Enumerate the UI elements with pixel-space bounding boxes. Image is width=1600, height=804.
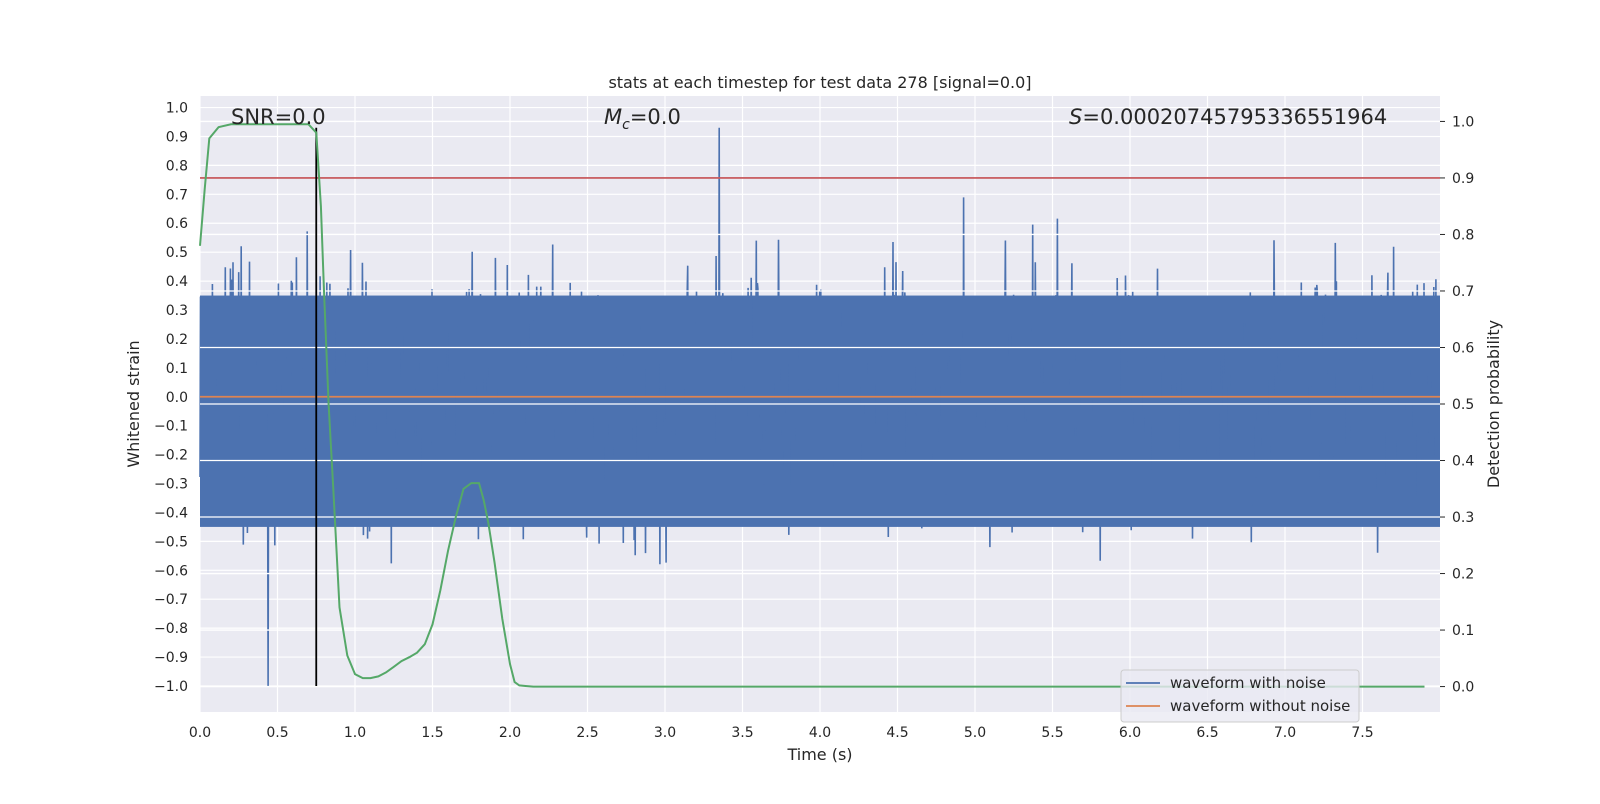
x-tick-label: 5.0 xyxy=(964,725,986,741)
x-tick-label: 6.5 xyxy=(1196,725,1218,741)
y-tick-label-right: 0.8 xyxy=(1452,227,1474,243)
y-tick-label-left: 0.5 xyxy=(166,245,188,261)
score-symbol: S xyxy=(1069,105,1082,129)
y-tick-label-left: 0.9 xyxy=(166,129,188,145)
y-tick-label-left: −1.0 xyxy=(154,679,188,695)
x-tick-label: 5.5 xyxy=(1041,725,1063,741)
y-tick-label-left: 0.3 xyxy=(166,303,188,319)
legend-box xyxy=(1120,669,1360,723)
y-tick-label-left: −0.5 xyxy=(154,534,188,550)
x-tick-label: 7.0 xyxy=(1274,725,1296,741)
y-tick-label-left: 1.0 xyxy=(166,101,188,117)
y-tick-label-right: 0.7 xyxy=(1452,284,1474,300)
y-tick-label-left: −0.6 xyxy=(154,563,188,579)
x-tick-label: 2.0 xyxy=(499,725,521,741)
x-tick-label: 2.5 xyxy=(576,725,598,741)
chirp-mass-value: =0.0 xyxy=(630,105,681,129)
x-tick-label: 4.5 xyxy=(886,725,908,741)
legend: waveform with noise waveform without noi… xyxy=(1120,669,1360,723)
score-value: =0.00020745795336551964 xyxy=(1082,105,1387,129)
y-tick-label-right: 0.6 xyxy=(1452,340,1474,356)
y-tick-label-left: −0.3 xyxy=(154,477,188,493)
x-tick-label: 6.0 xyxy=(1119,725,1141,741)
x-tick-label: 0.0 xyxy=(189,725,211,741)
overlays xyxy=(199,120,1440,688)
x-tick-label: 3.5 xyxy=(731,725,753,741)
series-waveform-with-noise xyxy=(199,127,1440,687)
x-tick-label: 3.0 xyxy=(654,725,676,741)
x-tick-label: 0.5 xyxy=(266,725,288,741)
y-tick-label-left: −0.8 xyxy=(154,621,188,637)
chirp-mass-subscript: c xyxy=(622,117,630,133)
chirp-mass-annotation: Mc=0.0 xyxy=(604,105,681,133)
chirp-mass-symbol: M xyxy=(604,105,622,129)
x-tick-label: 7.5 xyxy=(1351,725,1373,741)
snr-annotation: SNR=0.0 xyxy=(231,105,326,129)
y-tick-label-right: 0.4 xyxy=(1452,454,1474,470)
y-tick-label-left: −0.4 xyxy=(154,505,188,521)
y-tick-label-right: 0.2 xyxy=(1452,567,1474,583)
y-tick-label-left: 0.7 xyxy=(166,187,188,203)
y-tick-label-left: −0.1 xyxy=(154,419,188,435)
y-tick-label-right: 0.5 xyxy=(1452,397,1474,413)
y-tick-label-left: 0.2 xyxy=(166,332,188,348)
y-tick-label-left: 0.8 xyxy=(166,158,188,174)
y-tick-label-right: 0.1 xyxy=(1452,623,1474,639)
series-detection-probability xyxy=(199,123,1425,688)
chart-title: stats at each timestep for test data 278… xyxy=(608,73,1031,92)
y-axis-label-right: Detection probability xyxy=(1484,320,1503,488)
y-axis-label-left: Whitened strain xyxy=(124,340,143,467)
x-tick-label: 1.0 xyxy=(344,725,366,741)
y-tick-label-left: −0.9 xyxy=(154,650,188,666)
x-tick-label: 1.5 xyxy=(421,725,443,741)
legend-label-waveform-with-noise: waveform with noise xyxy=(1170,674,1326,692)
y-tick-label-left: 0.0 xyxy=(166,390,188,406)
legend-label-waveform-without-noise: waveform without noise xyxy=(1170,697,1350,715)
y-tick-label-left: 0.1 xyxy=(166,361,188,377)
y-tick-label-left: −0.7 xyxy=(154,592,188,608)
y-tick-label-right: 1.0 xyxy=(1452,114,1474,130)
y-tick-label-right: 0.3 xyxy=(1452,510,1474,526)
y-tick-label-left: −0.2 xyxy=(154,448,188,464)
score-annotation: S=0.00020745795336551964 xyxy=(1069,105,1387,129)
y-tick-label-right: 0.0 xyxy=(1452,680,1474,696)
y-tick-label-left: 0.6 xyxy=(166,216,188,232)
y-tick-label-left: 0.4 xyxy=(166,274,188,290)
y-tick-label-right: 0.9 xyxy=(1452,171,1474,187)
x-tick-label: 4.0 xyxy=(809,725,831,741)
ticks: 0.0 0.5 1.0 1.5 2.0 2.5 3.0 3.5 4.0 4.5 5.0 5.5 6.0 6… xyxy=(154,101,1474,741)
x-axis-label: Time (s) xyxy=(786,745,852,764)
